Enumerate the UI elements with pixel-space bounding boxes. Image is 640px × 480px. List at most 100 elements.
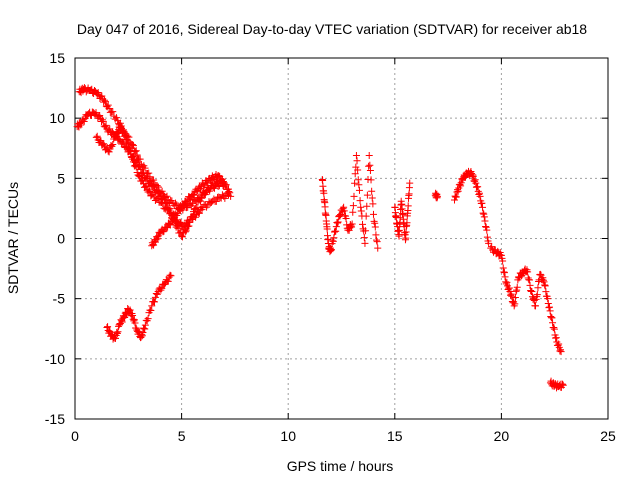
y-tick-label: 10 <box>49 110 65 126</box>
data-point <box>454 186 462 194</box>
data-point <box>190 191 198 199</box>
series-peak-18h <box>450 167 493 247</box>
data-point <box>539 276 547 284</box>
data-point <box>479 209 487 217</box>
data-point <box>142 182 150 190</box>
data-point <box>357 207 365 215</box>
data-point <box>552 334 560 342</box>
data-point <box>145 186 153 194</box>
data-point <box>526 281 534 289</box>
data-point <box>374 244 382 252</box>
data-point <box>193 187 201 195</box>
data-point <box>199 181 207 189</box>
data-point <box>541 281 549 289</box>
y-tick-label: 15 <box>49 50 65 66</box>
data-point <box>471 176 479 184</box>
data-point <box>556 346 564 354</box>
data-point <box>182 227 190 235</box>
data-point <box>194 209 202 217</box>
data-point <box>320 189 328 197</box>
data-point <box>164 277 172 285</box>
data-point <box>404 202 412 210</box>
data-point <box>541 282 549 290</box>
data-point <box>509 299 517 307</box>
data-point <box>362 212 370 220</box>
data-point <box>457 182 465 190</box>
data-point <box>395 226 403 234</box>
data-point <box>198 194 206 202</box>
x-tick-label: 0 <box>71 428 79 444</box>
data-point <box>93 132 101 140</box>
x-tick-label: 15 <box>387 428 403 444</box>
data-point <box>141 164 149 172</box>
data-point <box>469 172 477 180</box>
data-point <box>101 96 109 104</box>
data-point <box>334 218 342 226</box>
data-point <box>371 223 379 231</box>
data-point <box>542 288 550 296</box>
data-point <box>132 163 140 171</box>
data-point <box>181 228 189 236</box>
data-point <box>329 237 337 245</box>
data-point <box>338 208 346 216</box>
data-point <box>348 220 356 228</box>
data-point <box>351 170 359 178</box>
data-point <box>501 273 509 281</box>
data-point <box>113 328 121 336</box>
data-point <box>503 278 511 286</box>
data-point <box>179 233 187 241</box>
data-point <box>547 313 555 321</box>
data-point <box>544 299 552 307</box>
data-point <box>140 169 148 177</box>
data-point <box>451 192 459 200</box>
data-point <box>552 334 560 342</box>
data-point <box>475 189 483 197</box>
data-point <box>356 197 364 205</box>
data-point <box>556 347 564 355</box>
data-point <box>113 329 121 337</box>
y-axis-label: SDTVAR / TECUs <box>5 182 21 294</box>
data-point <box>174 224 182 232</box>
data-point <box>366 161 374 169</box>
data-point <box>189 191 197 199</box>
data-point <box>206 185 214 193</box>
data-point <box>360 234 368 242</box>
data-point <box>135 172 143 180</box>
data-point <box>114 328 122 336</box>
data-point <box>365 151 373 159</box>
y-tick-label: -10 <box>45 351 65 367</box>
series-lower-trace <box>103 271 175 343</box>
data-point <box>482 223 490 231</box>
data-point <box>559 381 567 389</box>
data-point <box>130 316 138 324</box>
data-point <box>210 182 218 190</box>
data-point <box>373 238 381 246</box>
data-point <box>330 228 338 236</box>
data-point <box>433 192 441 200</box>
data-point <box>141 183 149 191</box>
data-point <box>131 319 139 327</box>
data-point <box>368 194 376 202</box>
data-point <box>227 192 235 200</box>
data-point <box>550 325 558 333</box>
x-tick-label: 5 <box>178 428 186 444</box>
data-point <box>226 189 234 197</box>
data-point <box>180 202 188 210</box>
y-tick-label: 0 <box>57 231 65 247</box>
data-point <box>99 141 107 149</box>
data-point <box>485 239 493 247</box>
data-point <box>144 315 152 323</box>
data-point <box>371 219 379 227</box>
data-point <box>476 192 484 200</box>
data-point <box>112 114 120 122</box>
data-point <box>483 226 491 234</box>
data-point <box>500 269 508 277</box>
data-point <box>180 226 188 234</box>
data-point <box>132 147 140 155</box>
data-point <box>334 219 342 227</box>
x-tick-label: 10 <box>280 428 296 444</box>
data-point <box>156 190 164 198</box>
data-point <box>372 231 380 239</box>
data-point <box>99 117 107 125</box>
data-point <box>109 108 117 116</box>
